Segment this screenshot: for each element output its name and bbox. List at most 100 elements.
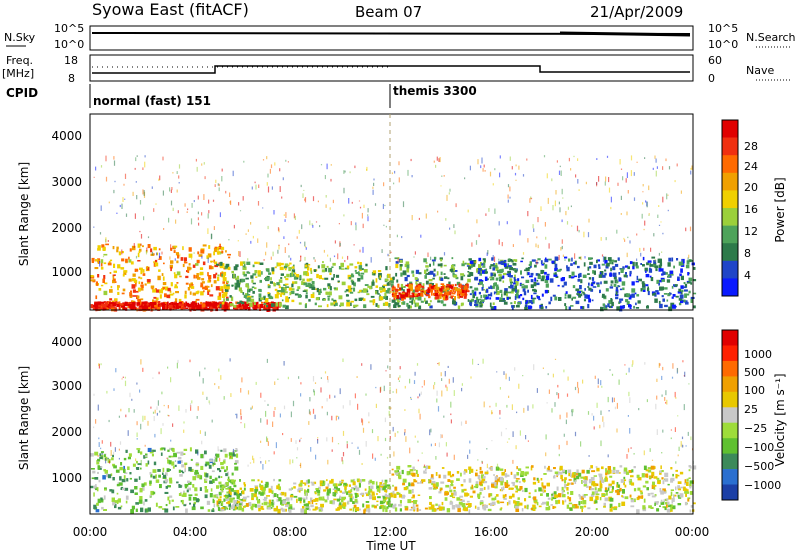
echo-cell (122, 376, 124, 378)
echo-cell (167, 485, 171, 488)
echo-cell (508, 258, 511, 262)
echo-cell (434, 382, 436, 385)
echo-cell (429, 496, 432, 500)
echo-cell (377, 496, 381, 499)
echo-cell (270, 501, 273, 504)
echo-cell (615, 286, 619, 291)
echo-cell (265, 460, 267, 464)
echo-cell (491, 440, 493, 442)
echo-cell (329, 257, 331, 262)
echo-cell (412, 494, 415, 498)
echo-cell (197, 251, 200, 255)
echo-cell (254, 261, 258, 265)
echo-cell (411, 300, 413, 305)
echo-cell (393, 286, 396, 290)
echo-cell (391, 468, 394, 471)
echo-cell (348, 490, 352, 494)
echo-cell (221, 302, 225, 305)
echo-cell (183, 490, 185, 493)
echo-cell (475, 472, 478, 477)
echo-cell (109, 304, 113, 308)
echo-cell (97, 259, 100, 264)
echo-cell (384, 493, 387, 497)
echo-cell (102, 278, 105, 283)
echo-cell (245, 503, 249, 507)
echo-cell (488, 286, 491, 289)
echo-cell (124, 380, 127, 387)
echo-cell (527, 272, 530, 276)
echo-cell (238, 305, 242, 308)
echo-cell (623, 237, 625, 240)
echo-cell (189, 502, 191, 505)
echo-cell (385, 507, 388, 513)
echo-cell (338, 223, 340, 225)
echo-cell (304, 483, 307, 486)
echo-cell (242, 196, 244, 201)
echo-cell (308, 421, 310, 425)
echo-cell (628, 367, 630, 373)
echo-cell (588, 282, 590, 286)
echo-cell (673, 494, 675, 499)
colorbar-swatch (722, 137, 738, 156)
echo-cell (243, 273, 247, 277)
echo-cell (97, 301, 102, 305)
echo-cell (376, 485, 380, 490)
power-ytick-2000: 2000 (51, 221, 82, 235)
echo-cell (271, 490, 274, 494)
echo-cell (338, 416, 340, 420)
echo-cell (153, 461, 157, 466)
echo-cell (551, 260, 555, 264)
echo-cell (524, 498, 527, 502)
echo-cell (100, 259, 104, 264)
x-axis-label: Time UT (365, 539, 416, 553)
power-ytick-1000: 1000 (51, 265, 82, 279)
echo-cell (471, 289, 475, 294)
echo-cell (218, 449, 220, 452)
echo-cell (169, 447, 173, 451)
echo-cell (506, 293, 508, 297)
echo-cell (120, 408, 122, 412)
echo-cell (232, 454, 236, 457)
echo-cell (482, 266, 486, 268)
echo-cell (207, 257, 209, 263)
echo-cell (329, 480, 333, 484)
echo-cell (507, 270, 511, 273)
echo-cell (468, 466, 472, 470)
echo-cell (197, 474, 201, 479)
echo-cell (356, 487, 360, 492)
echo-cell (641, 213, 643, 219)
echo-cell (174, 284, 178, 287)
echo-cell (228, 507, 231, 510)
echo-cell (435, 503, 438, 506)
echo-cell (253, 493, 257, 498)
echo-cell (427, 252, 429, 257)
echo-cell (559, 165, 561, 168)
echo-cell (284, 492, 287, 497)
echo-cell (411, 489, 414, 494)
echo-cell (458, 501, 463, 506)
echo-cell (471, 298, 474, 302)
echo-cell (561, 219, 563, 223)
echo-cell (114, 447, 116, 452)
echo-cell (485, 296, 489, 300)
echo-cell (357, 403, 359, 410)
echo-cell (236, 283, 241, 288)
echo-cell (311, 482, 315, 486)
echo-cell (168, 302, 172, 306)
echo-cell (550, 504, 553, 506)
echo-cell (326, 437, 328, 442)
echo-cell (234, 286, 238, 290)
echo-cell (243, 482, 246, 485)
echo-cell (351, 487, 355, 490)
echo-cell (409, 378, 411, 384)
echo-cell (508, 487, 511, 490)
echo-cell (426, 268, 429, 272)
echo-cell (213, 226, 215, 230)
echo-cell (581, 480, 583, 484)
echo-cell (181, 306, 186, 310)
echo-cell (232, 448, 235, 455)
echo-cell (140, 298, 144, 301)
echo-cell (150, 285, 155, 289)
echo-cell (583, 476, 585, 480)
velocity-echo-layer (90, 358, 697, 514)
